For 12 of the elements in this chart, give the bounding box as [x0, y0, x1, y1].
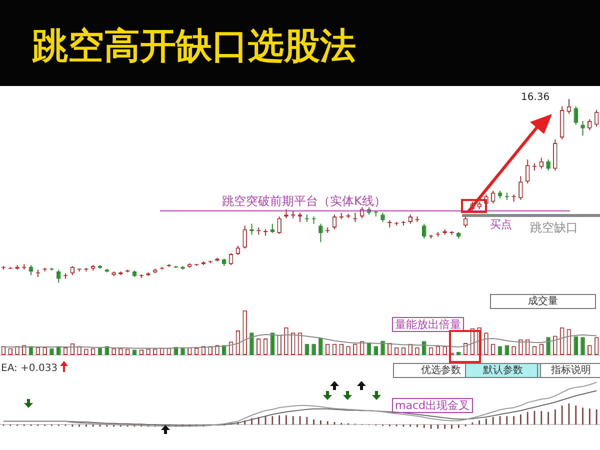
annotation: 量能放出倍量 [392, 317, 464, 332]
text: EA: +0.033 [1, 362, 58, 375]
text: 指标说明 [537, 363, 600, 378]
text: 默认参数 [465, 363, 541, 378]
ref-line-label: 跳空突破前期平台（实体K线） [222, 194, 386, 208]
ref-line-label: 跳空缺口 [530, 220, 578, 235]
annotation: macd出现金叉 [392, 398, 472, 413]
text: 成交量 [490, 294, 596, 309]
annotation: 买点 [490, 218, 512, 231]
annotation: 16.36 [521, 91, 550, 104]
chart-title: 跳空高开缺口选股法 [32, 25, 356, 69]
text: 优选参数 [421, 365, 461, 376]
